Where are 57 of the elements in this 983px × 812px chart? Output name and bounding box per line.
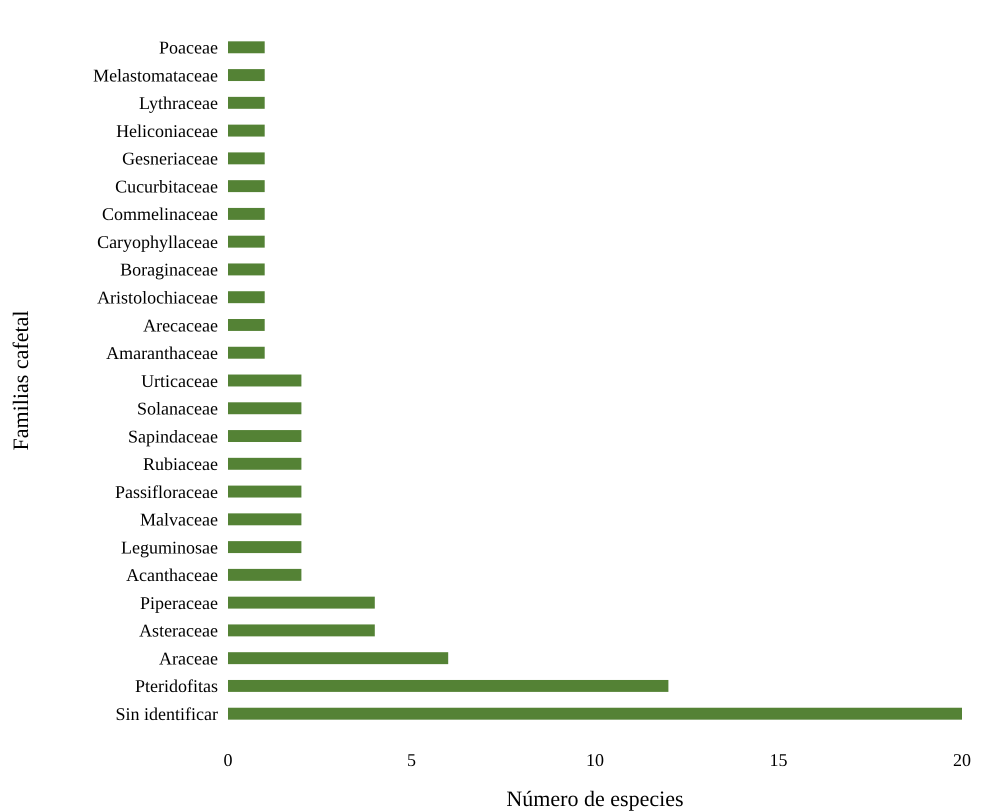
bar bbox=[228, 624, 375, 636]
bar bbox=[228, 486, 302, 498]
bar bbox=[228, 318, 265, 331]
bar bbox=[228, 513, 302, 526]
bar bbox=[228, 236, 265, 248]
bar bbox=[228, 568, 302, 581]
bar bbox=[228, 652, 448, 664]
bar bbox=[228, 291, 265, 304]
x-tick-label: 15 bbox=[770, 750, 788, 770]
bar bbox=[228, 152, 265, 164]
bar bbox=[228, 346, 265, 359]
bar bbox=[228, 680, 668, 692]
y-axis-title: Familias cafetal bbox=[8, 310, 33, 450]
y-tick-label: Sapindaceae bbox=[128, 426, 218, 446]
y-tick-label: Caryophyllaceae bbox=[97, 232, 218, 252]
y-tick-label: Aristolochiaceae bbox=[97, 288, 218, 308]
y-tick-label: Lythraceae bbox=[139, 93, 218, 114]
y-tick-label: Urticaceae bbox=[141, 370, 218, 391]
y-tick-label: Passifloraceae bbox=[115, 482, 218, 502]
bar bbox=[228, 69, 265, 82]
y-tick-label: Arecaceae bbox=[143, 315, 218, 336]
y-tick-label: Cucurbitaceae bbox=[115, 176, 218, 196]
bar bbox=[228, 208, 265, 220]
bar bbox=[228, 541, 302, 554]
y-tick-label: Gesneriaceae bbox=[122, 148, 218, 169]
y-tick-label: Araceae bbox=[159, 648, 218, 668]
bar bbox=[228, 263, 265, 276]
y-tick-label: Poaceae bbox=[159, 38, 218, 58]
y-tick-label: Solanaceae bbox=[137, 398, 218, 419]
y-tick-label: Rubiaceae bbox=[143, 454, 218, 474]
y-tick-label: Malvaceae bbox=[140, 510, 218, 530]
y-tick-label: Piperaceae bbox=[140, 592, 218, 613]
x-tick-label: 20 bbox=[953, 750, 971, 770]
y-tick-label: Asteraceae bbox=[139, 620, 218, 641]
bar bbox=[228, 180, 265, 192]
y-tick-label: Amaranthaceae bbox=[106, 343, 218, 364]
bar bbox=[228, 596, 375, 609]
bar bbox=[228, 458, 302, 470]
y-tick-label: Boraginaceae bbox=[120, 260, 218, 280]
bar bbox=[228, 41, 265, 54]
bar bbox=[228, 708, 962, 720]
bar bbox=[228, 402, 302, 414]
y-tick-label: Heliconiaceae bbox=[116, 120, 218, 141]
y-tick-label: Pteridofitas bbox=[135, 676, 218, 696]
y-tick-label: Sin identificar bbox=[116, 704, 218, 724]
y-tick-label: Leguminosae bbox=[121, 537, 218, 558]
y-tick-label: Acanthaceae bbox=[126, 565, 218, 586]
bar bbox=[228, 430, 302, 442]
y-tick-label: Melastomataceae bbox=[93, 65, 218, 86]
bar bbox=[228, 374, 302, 386]
bar bbox=[228, 124, 265, 137]
x-tick-label: 5 bbox=[407, 750, 416, 770]
x-tick-label: 0 bbox=[224, 750, 232, 770]
x-axis-title: Número de especies bbox=[506, 786, 684, 811]
x-tick-label: 10 bbox=[586, 750, 604, 770]
bar bbox=[228, 96, 265, 109]
y-tick-label: Commelinaceae bbox=[102, 204, 218, 224]
